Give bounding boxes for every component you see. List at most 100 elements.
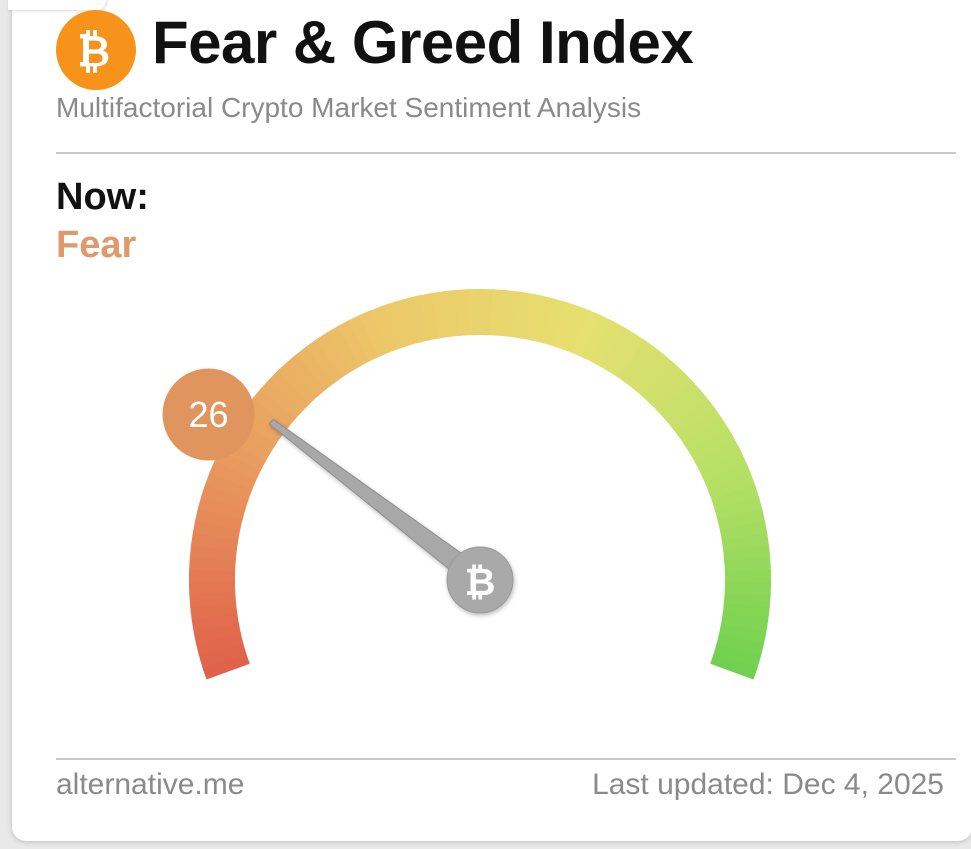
bitcoin-logo-icon (56, 10, 136, 90)
footer-divider (56, 758, 956, 760)
needle-hub (446, 546, 514, 614)
gauge-needle: ₿ (268, 418, 514, 614)
gauge-arc-segment (511, 291, 532, 339)
gauge-arc-segment (657, 379, 701, 421)
gauge-arc-segment (608, 332, 646, 379)
gauge-arc-segment (713, 643, 761, 670)
gauge-arc-segment (195, 506, 243, 531)
source-link[interactable]: alternative.me (56, 768, 245, 801)
gauge-arc-segment (710, 653, 758, 680)
gauge-arc-segment (590, 320, 625, 368)
gauge-arc-segment (189, 543, 237, 562)
gauge-arc-segment (683, 418, 730, 455)
gauge-arc-segment (723, 592, 771, 610)
bitcoin-icon: ₿ (465, 560, 496, 604)
gauge-arc-segment (306, 338, 344, 384)
gauge-arc-segment (316, 331, 353, 378)
gauge-arc-segment (189, 555, 236, 572)
gauge-arc-segment (197, 494, 246, 520)
gauge-value-label: 26 (189, 394, 229, 435)
gauge-arc-segment (337, 319, 371, 367)
gauge-arc-segment (689, 428, 736, 464)
gauge-arc-segment (634, 354, 675, 398)
gauge-arc-segment (717, 508, 766, 532)
gauge-arc-segment (193, 621, 241, 644)
gauge-arc-segment (711, 484, 760, 512)
gauge-arc-segment (348, 314, 381, 362)
gauge-arc-segment (671, 398, 716, 437)
header-divider (56, 152, 956, 154)
gauge-arc-segment (192, 518, 241, 541)
gauge-arc-segment (245, 396, 290, 436)
gauge-arc-segment (359, 309, 390, 358)
gauge-arc-segment (677, 408, 724, 446)
gauge-arc-segment (561, 305, 591, 354)
gauge-value-badge: 26 (162, 368, 255, 461)
gauge-arc-segment (296, 345, 336, 390)
gauge-arc-segment (209, 459, 257, 491)
gauge-arc-segment (225, 426, 272, 462)
gauge-arc-segment (455, 289, 472, 336)
gauge-arc-segment (720, 613, 769, 634)
gauge-arc-segment (286, 352, 327, 397)
gauge-arc (189, 289, 771, 680)
gauge-arc-segment (406, 295, 430, 344)
gauge-arc-segment (500, 290, 520, 338)
gauge-arc-segment (718, 623, 767, 646)
gauge-arc-segment (277, 360, 319, 404)
card-tab (8, 0, 106, 10)
page-subtitle: Multifactorial Crypto Market Sentiment A… (56, 92, 642, 123)
gauge-arc-segment (599, 326, 635, 373)
gauge-arc-segment (418, 292, 441, 341)
gauge-arc-segment (189, 590, 237, 608)
gauge-arc-segment (650, 370, 693, 413)
gauge-arc-segment (219, 437, 267, 472)
gauge-arc-segment (699, 450, 747, 483)
gauge-arc-segment (198, 642, 247, 668)
gauge-arc-segment (722, 602, 770, 622)
gauge-arc-segment (231, 416, 278, 453)
gauge-arc-segment (721, 532, 770, 553)
gauge-chart: ₿ 26 (162, 289, 771, 680)
gauge-arc-segment (703, 461, 752, 492)
gauge-arc-segment (201, 482, 250, 510)
gauge-arc-segment (260, 378, 304, 420)
gauge-arc-segment (716, 633, 764, 658)
gauge-arc-segment (521, 293, 544, 341)
gauge-arc-segment (531, 295, 556, 344)
gauge-arc-segment (626, 346, 666, 392)
gauge-arc-segment (191, 611, 239, 632)
gauge-arc-segment (269, 369, 312, 412)
gauge-arc-segment (724, 557, 771, 574)
gauge-arc-segment (541, 298, 568, 347)
value-badge-circle (162, 368, 255, 461)
gauge-arc-segment (205, 471, 253, 500)
gauge-arc-segment (195, 631, 244, 656)
gauge-arc-segment (617, 339, 656, 385)
gauge-arc-segment (370, 305, 400, 353)
now-classification: Fear (56, 224, 137, 266)
gauge-arc-segment (191, 530, 239, 551)
gauge-arc-segment (581, 315, 614, 363)
gauge-arc-segment (694, 439, 742, 473)
gauge-arc-segment (382, 301, 410, 350)
gauge-arc-segment (642, 362, 684, 406)
gauge-arc-segment (326, 325, 362, 372)
now-label: Now: (56, 176, 149, 218)
bitcoin-icon (80, 30, 109, 73)
gauge-arc-segment (214, 448, 262, 481)
gauge-arc-segment (714, 496, 763, 522)
fear-greed-card: Fear & Greed Index Multifactorial Crypto… (8, 0, 971, 841)
gauge-arc-segment (238, 406, 284, 444)
page-title: Fear & Greed Index (152, 9, 694, 76)
gauge-arc-segment (442, 289, 461, 338)
gauge-arc-segment (707, 473, 756, 502)
gauge-arc-segment (394, 297, 420, 346)
gauge-arc-segment (430, 291, 451, 339)
gauge-arc-segment (190, 600, 238, 620)
gauge-arc-segment (252, 387, 297, 428)
gauge-arc-segment (664, 388, 709, 429)
gauge-arc-segment (719, 520, 768, 543)
last-updated: Last updated: Dec 4, 2025 (592, 768, 944, 801)
gauge-arc-segment (201, 652, 250, 680)
